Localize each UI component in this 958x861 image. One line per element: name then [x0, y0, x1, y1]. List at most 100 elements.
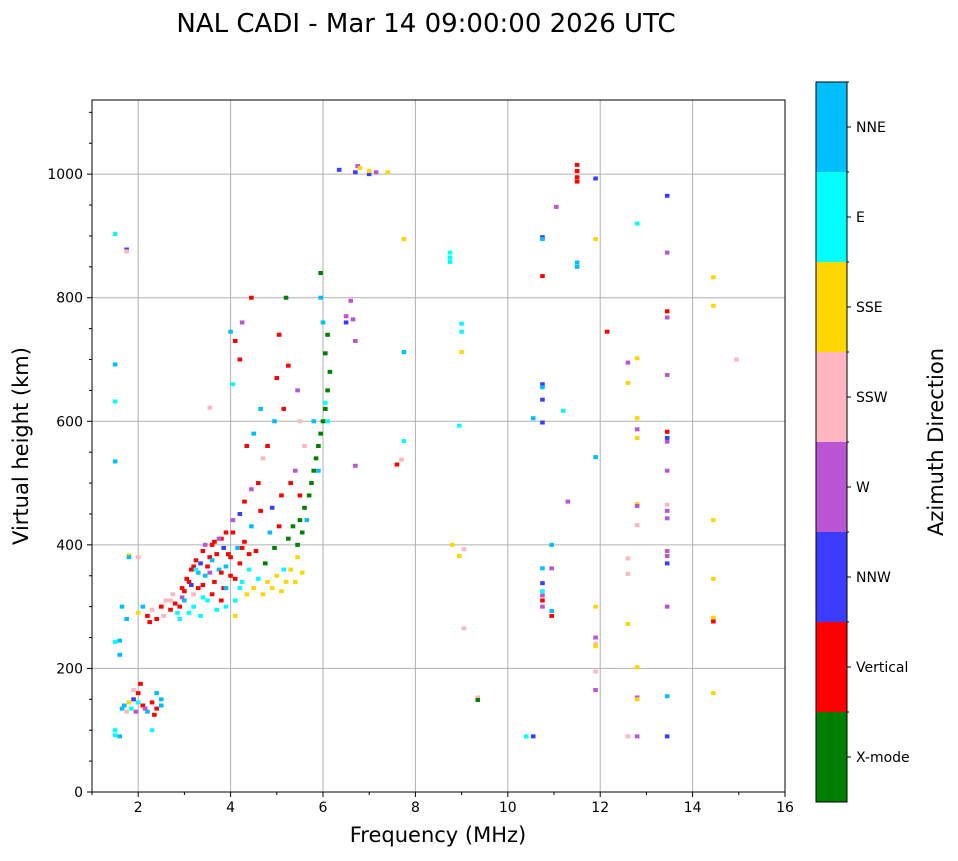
data-point-x-mode [299, 530, 305, 535]
data-point-sse [283, 579, 289, 584]
data-point-ssw [297, 419, 303, 424]
data-point-nne [117, 734, 123, 739]
data-point-e [401, 439, 407, 444]
x-tick-label: 6 [319, 800, 328, 816]
data-point-vertical [212, 539, 217, 544]
data-point-vertical [232, 576, 238, 581]
data-point-w [664, 516, 670, 521]
data-point-w [355, 164, 360, 169]
data-point-vertical [219, 536, 224, 541]
data-point-vertical [177, 604, 183, 609]
x-tick-label: 4 [226, 800, 235, 816]
x-tick-label: 14 [684, 800, 702, 816]
data-point-vertical [664, 429, 670, 434]
data-point-ssw [593, 669, 598, 674]
data-point-w [664, 250, 670, 255]
data-point-nne [540, 237, 545, 242]
data-point-w [343, 314, 349, 319]
data-point-e [112, 728, 118, 733]
data-point-w [216, 536, 222, 541]
colorbar-tick-label: NNW [856, 570, 891, 586]
y-axis-label: Virtual height (km) [9, 347, 33, 545]
data-point-vertical [219, 598, 224, 603]
data-point-w [350, 317, 356, 322]
data-point-w [625, 360, 631, 365]
data-point-ssw [260, 456, 266, 461]
data-point-ssw [124, 709, 129, 714]
data-point-x-mode [297, 518, 303, 523]
data-point-e [459, 321, 464, 326]
data-point-vertical [249, 295, 254, 300]
data-point-e [256, 576, 261, 581]
data-point-vertical [152, 712, 157, 717]
data-point-w [179, 595, 185, 600]
data-point-w [353, 338, 358, 343]
colorbar-swatch-vertical [816, 622, 847, 712]
data-point-vertical [281, 406, 287, 411]
data-point-nnw [540, 397, 545, 402]
data-point-vertical [237, 561, 243, 566]
data-point-sse [634, 435, 640, 440]
colorbar-swatch-e [816, 172, 847, 262]
chart-title: NAL CADI - Mar 14 09:00:00 2026 UTC [176, 9, 675, 39]
data-point-vertical [242, 499, 247, 504]
data-point-e [149, 728, 155, 733]
data-point-w [554, 204, 559, 209]
data-point-sse [711, 615, 716, 620]
data-point-sse [279, 589, 284, 594]
data-point-nne [228, 329, 233, 334]
data-point-sse [265, 579, 270, 584]
data-point-sse [366, 169, 372, 174]
data-point-x-mode [272, 545, 277, 550]
data-point-w [634, 734, 640, 739]
data-point-nnw [237, 511, 243, 516]
data-point-sse [593, 644, 598, 649]
data-point-x-mode [316, 444, 321, 448]
colorbar-tick-label: X-mode [856, 750, 910, 766]
data-point-sse [593, 237, 598, 242]
data-point-e [560, 408, 566, 413]
data-point-sse [711, 518, 716, 523]
data-point-w [202, 542, 208, 547]
data-point-sse [299, 570, 305, 575]
y-tick-label: 800 [56, 291, 83, 307]
data-point-nne [249, 524, 254, 529]
data-point-vertical [540, 274, 545, 279]
data-point-e [177, 617, 183, 621]
data-point-e [540, 589, 545, 594]
y-axis: 0 200 400 600 800 1000 [47, 111, 92, 801]
data-point-nne [126, 555, 132, 560]
data-point-vertical [265, 444, 270, 448]
data-point-w [230, 518, 236, 523]
data-point-x-mode [318, 431, 323, 436]
data-point-w [348, 298, 354, 303]
data-point-nne [154, 691, 159, 696]
data-point-w [664, 315, 670, 320]
data-point-nne [195, 570, 201, 575]
colorbar-tick-label: Vertical [856, 660, 908, 676]
data-point-sse [251, 586, 256, 591]
data-point-nne [117, 652, 123, 657]
data-point-sse [634, 665, 640, 670]
data-point-vertical [186, 579, 192, 584]
data-point-w [549, 566, 554, 571]
data-point-nnw [198, 561, 203, 566]
data-point-sse [126, 700, 132, 705]
data-point-vertical [253, 549, 259, 554]
data-point-vertical [191, 564, 196, 569]
data-point-sse [634, 697, 640, 702]
data-point-nne [119, 604, 125, 609]
data-point-w [133, 709, 139, 714]
data-point-e [112, 733, 118, 738]
data-point-vertical [279, 493, 284, 498]
data-point-vertical [145, 613, 150, 618]
data-point-w [249, 487, 254, 492]
data-point-vertical [549, 613, 554, 618]
data-point-e [456, 423, 462, 428]
data-point-e [447, 250, 453, 255]
data-point-w [373, 170, 379, 175]
data-point-e [281, 567, 287, 572]
data-point-nnw [221, 545, 226, 550]
data-point-x-mode [302, 505, 307, 510]
colorbar-tick-label: E [856, 210, 865, 226]
